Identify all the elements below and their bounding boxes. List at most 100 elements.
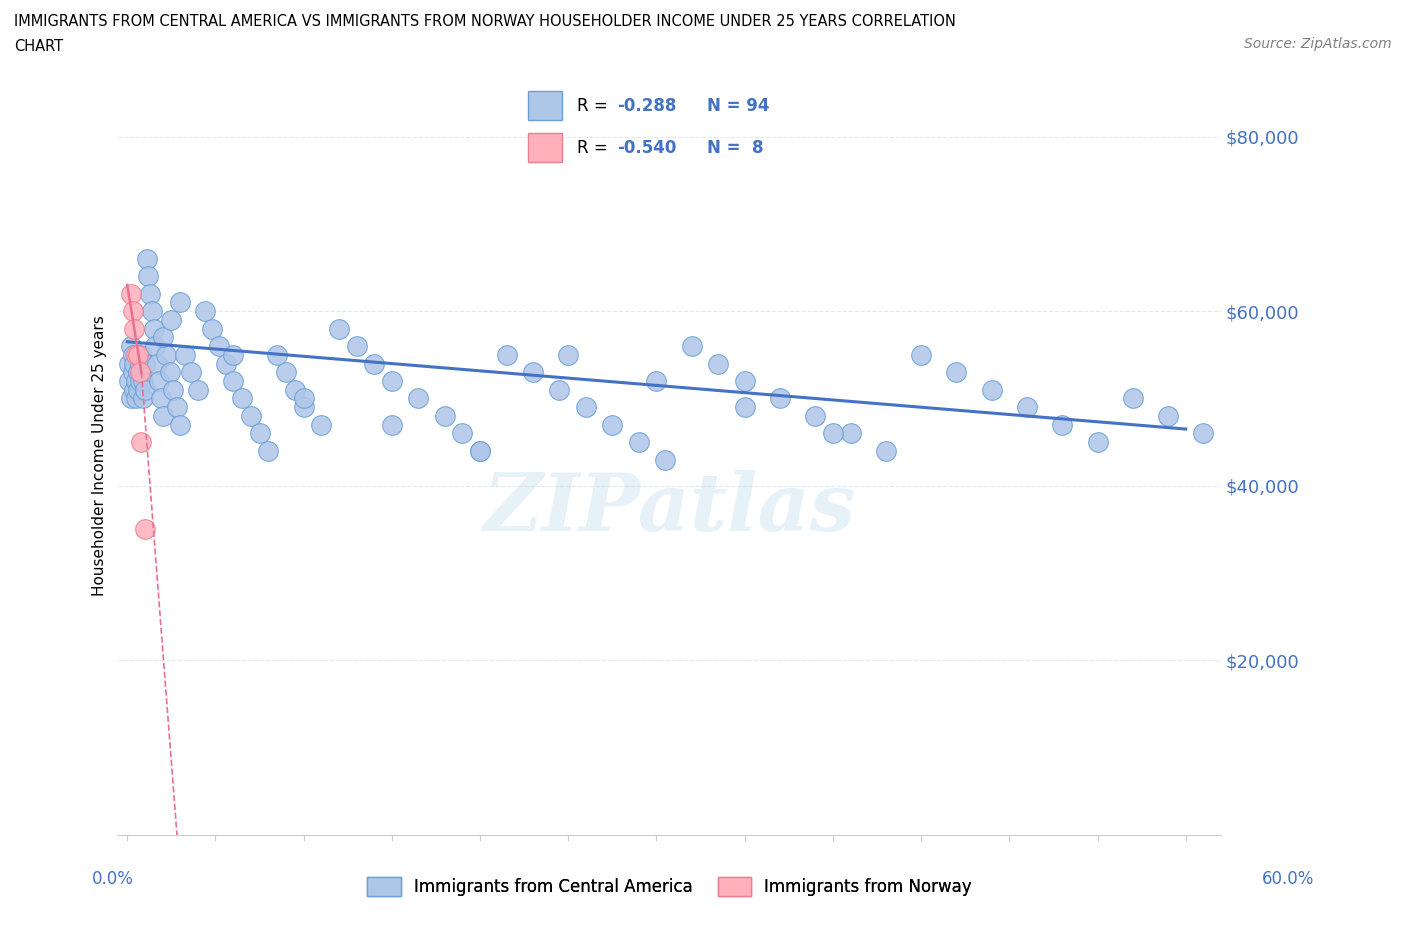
Point bbox=[381, 374, 404, 389]
Point bbox=[575, 400, 598, 415]
Point bbox=[127, 382, 149, 397]
Point bbox=[194, 304, 217, 319]
Point bbox=[1050, 418, 1073, 432]
Point bbox=[654, 452, 676, 467]
Point bbox=[162, 382, 184, 397]
Point bbox=[222, 348, 245, 363]
Point bbox=[249, 426, 271, 441]
Point bbox=[215, 356, 238, 371]
Point bbox=[118, 356, 141, 371]
Point bbox=[284, 382, 307, 397]
Point bbox=[292, 400, 315, 415]
Point bbox=[128, 356, 150, 371]
Point bbox=[169, 418, 191, 432]
Point bbox=[292, 391, 315, 405]
Point bbox=[155, 348, 177, 363]
Point bbox=[707, 356, 730, 371]
Point bbox=[131, 434, 153, 449]
Point bbox=[222, 374, 245, 389]
Point bbox=[121, 304, 143, 319]
Point bbox=[1192, 426, 1215, 441]
Point bbox=[124, 356, 146, 371]
Point bbox=[910, 348, 932, 363]
Point bbox=[602, 418, 624, 432]
Point bbox=[152, 330, 174, 345]
Point bbox=[239, 408, 262, 423]
Point bbox=[120, 339, 142, 353]
Point bbox=[166, 400, 188, 415]
Point bbox=[159, 365, 181, 379]
Point bbox=[201, 321, 224, 336]
Point bbox=[127, 365, 149, 379]
Point bbox=[152, 408, 174, 423]
Point bbox=[142, 321, 165, 336]
Point bbox=[769, 391, 792, 405]
Point bbox=[121, 348, 143, 363]
Point bbox=[128, 374, 150, 389]
Point bbox=[124, 382, 146, 397]
Text: Source: ZipAtlas.com: Source: ZipAtlas.com bbox=[1244, 37, 1392, 51]
Point bbox=[131, 365, 153, 379]
Point bbox=[839, 426, 862, 441]
Point bbox=[125, 374, 148, 389]
Point bbox=[134, 382, 156, 397]
Point bbox=[734, 400, 756, 415]
Point bbox=[145, 339, 167, 353]
Point bbox=[149, 391, 172, 405]
Text: IMMIGRANTS FROM CENTRAL AMERICA VS IMMIGRANTS FROM NORWAY HOUSEHOLDER INCOME UND: IMMIGRANTS FROM CENTRAL AMERICA VS IMMIG… bbox=[14, 14, 956, 29]
Point bbox=[135, 251, 157, 266]
Point bbox=[134, 522, 156, 537]
Point bbox=[266, 348, 288, 363]
Point bbox=[1015, 400, 1038, 415]
Point bbox=[645, 374, 668, 389]
Point bbox=[627, 434, 650, 449]
Text: CHART: CHART bbox=[14, 39, 63, 54]
Point bbox=[138, 269, 160, 284]
Point bbox=[208, 339, 231, 353]
Point bbox=[134, 356, 156, 371]
Point bbox=[681, 339, 703, 353]
Point bbox=[548, 382, 571, 397]
Point bbox=[451, 426, 474, 441]
Text: 0.0%: 0.0% bbox=[91, 870, 134, 887]
Point bbox=[125, 348, 148, 363]
Point bbox=[120, 286, 142, 301]
Point bbox=[257, 444, 280, 458]
Point bbox=[468, 444, 491, 458]
Point bbox=[1157, 408, 1180, 423]
Point bbox=[433, 408, 456, 423]
Point bbox=[174, 348, 197, 363]
Point bbox=[408, 391, 430, 405]
Point bbox=[495, 348, 517, 363]
Point bbox=[131, 348, 153, 363]
Point bbox=[231, 391, 253, 405]
Point bbox=[381, 418, 404, 432]
Point bbox=[169, 295, 191, 310]
Point bbox=[346, 339, 368, 353]
Point bbox=[804, 408, 827, 423]
Point bbox=[128, 365, 150, 379]
Point bbox=[124, 321, 146, 336]
Text: 60.0%: 60.0% bbox=[1263, 870, 1315, 887]
Point bbox=[127, 348, 149, 363]
Point bbox=[311, 418, 333, 432]
Point bbox=[363, 356, 385, 371]
Point bbox=[274, 365, 297, 379]
Point bbox=[141, 304, 163, 319]
Point bbox=[180, 365, 202, 379]
Point bbox=[980, 382, 1002, 397]
Point bbox=[120, 391, 142, 405]
Point bbox=[875, 444, 897, 458]
Point bbox=[132, 374, 155, 389]
Point bbox=[132, 391, 155, 405]
Point bbox=[734, 374, 756, 389]
Point bbox=[118, 374, 141, 389]
Point bbox=[821, 426, 844, 441]
Point bbox=[139, 286, 162, 301]
Y-axis label: Householder Income Under 25 years: Householder Income Under 25 years bbox=[93, 315, 107, 595]
Point bbox=[522, 365, 544, 379]
Point bbox=[121, 365, 143, 379]
Point bbox=[187, 382, 209, 397]
Point bbox=[468, 444, 491, 458]
Point bbox=[160, 312, 183, 327]
